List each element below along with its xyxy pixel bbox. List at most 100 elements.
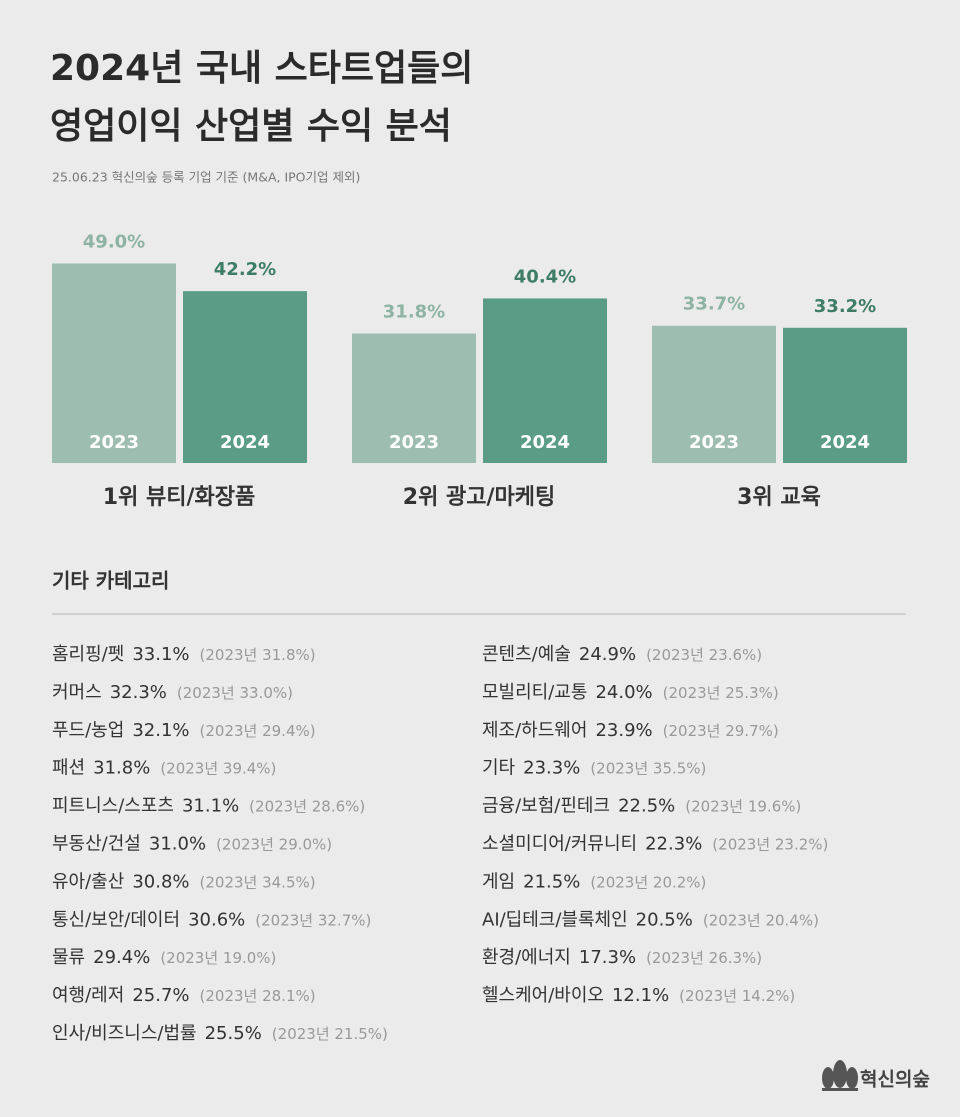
item-value: 29.4% [93, 947, 150, 968]
category-item: 모빌리티/교통 24.0% (2023년 25.3%) [482, 682, 779, 703]
series-label: 2023 [689, 432, 739, 453]
value-label: 40.4% [514, 266, 576, 287]
title-line: 2024년 국내 스타트업들의 [50, 48, 473, 89]
value-label: 33.7% [683, 294, 745, 315]
item-name: 헬스케어/바이오 [482, 985, 604, 1006]
item-name: 금융/보험/핀테크 [482, 796, 610, 817]
item-value: 17.3% [579, 947, 636, 968]
item-name: 유아/출산 [52, 871, 124, 892]
category-item: 환경/에너지 17.3% (2023년 26.3%) [482, 947, 762, 968]
item-name: 푸드/농업 [52, 720, 124, 741]
item-value: 24.0% [595, 682, 652, 703]
bar [183, 291, 307, 463]
item-value: 31.0% [149, 834, 206, 855]
item-value: 31.1% [182, 796, 239, 817]
category-item: 패션 31.8% (2023년 39.4%) [52, 758, 276, 779]
item-previous: (2023년 21.5%) [272, 1025, 388, 1043]
category-item: 부동산/건설 31.0% (2023년 29.0%) [52, 834, 332, 855]
item-name: 피트니스/스포츠 [52, 796, 174, 817]
category-item: 콘텐츠/예술 24.9% (2023년 23.6%) [482, 644, 762, 665]
bar [352, 333, 476, 463]
series-label: 2024 [220, 432, 270, 453]
item-value: 25.5% [205, 1023, 262, 1044]
item-value: 23.3% [523, 758, 580, 779]
logo-icon [822, 1060, 858, 1091]
item-previous: (2023년 28.6%) [249, 797, 365, 815]
item-name: 여행/레저 [52, 985, 124, 1006]
series-label: 2023 [389, 432, 439, 453]
category-item: 제조/하드웨어 23.9% (2023년 29.7%) [482, 720, 779, 741]
category-item: 게임 21.5% (2023년 20.2%) [482, 871, 706, 892]
item-name: 제조/하드웨어 [482, 720, 587, 741]
item-previous: (2023년 20.4%) [703, 911, 819, 929]
series-label: 2024 [520, 432, 570, 453]
value-label: 33.2% [814, 296, 876, 317]
category-item: 기타 23.3% (2023년 35.5%) [482, 758, 706, 779]
item-value: 30.6% [188, 909, 245, 930]
item-name: 모빌리티/교통 [482, 682, 587, 703]
item-name: 게임 [482, 871, 515, 892]
category-item: AI/딥테크/블록체인 20.5% (2023년 20.4%) [482, 909, 819, 930]
item-name: 기타 [482, 758, 516, 779]
item-previous: (2023년 28.1%) [200, 987, 316, 1005]
item-previous: (2023년 19.0%) [160, 949, 276, 967]
bar [52, 263, 176, 463]
category-item: 홈리핑/펫 33.1% (2023년 31.8%) [52, 644, 316, 665]
title-line: 영업이익 산업별 수익 분석 [50, 106, 452, 147]
value-label: 42.2% [214, 259, 276, 280]
item-value: 31.8% [93, 758, 150, 779]
item-previous: (2023년 29.4%) [200, 721, 316, 739]
item-previous: (2023년 23.6%) [646, 646, 762, 664]
item-value: 24.9% [579, 644, 636, 665]
item-value: 23.9% [595, 720, 652, 741]
item-value: 22.5% [618, 796, 675, 817]
bar [483, 298, 607, 463]
item-previous: (2023년 29.7%) [663, 721, 779, 739]
item-name: 부동산/건설 [52, 834, 141, 855]
category-item: 물류 29.4% (2023년 19.0%) [52, 947, 276, 968]
value-label: 31.8% [383, 301, 445, 322]
item-name: 패션 [52, 758, 85, 779]
category-item: 피트니스/스포츠 31.1% (2023년 28.6%) [52, 796, 365, 817]
item-previous: (2023년 19.6%) [685, 797, 801, 815]
category-item: 헬스케어/바이오 12.1% (2023년 14.2%) [482, 985, 795, 1006]
subtitle: 25.06.23 혁신의숲 등록 기업 기준 (M&A, IPO기업 제외) [52, 170, 360, 185]
bar [783, 327, 907, 463]
category-item: 여행/레저 25.7% (2023년 28.1%) [52, 985, 316, 1006]
item-previous: (2023년 34.5%) [200, 873, 316, 891]
item-previous: (2023년 23.2%) [712, 835, 828, 853]
category-label: 1위 뷰티/화장품 [103, 485, 255, 510]
item-previous: (2023년 29.0%) [216, 835, 332, 853]
item-name: 물류 [52, 947, 85, 968]
series-label: 2024 [820, 432, 870, 453]
item-value: 33.1% [132, 644, 189, 665]
category-item: 푸드/농업 32.1% (2023년 29.4%) [52, 720, 316, 741]
bar [652, 325, 776, 463]
item-previous: (2023년 35.5%) [590, 759, 706, 777]
item-previous: (2023년 31.8%) [200, 646, 316, 664]
item-name: AI/딥테크/블록체인 [482, 909, 628, 930]
item-value: 32.1% [132, 720, 189, 741]
value-label: 49.0% [83, 231, 145, 252]
category-label: 3위 교육 [737, 485, 821, 510]
item-previous: (2023년 33.0%) [177, 683, 293, 701]
item-name: 홈리핑/펫 [52, 644, 124, 665]
item-name: 콘텐츠/예술 [482, 644, 571, 665]
item-value: 25.7% [132, 985, 189, 1006]
item-name: 환경/에너지 [482, 947, 571, 968]
item-previous: (2023년 20.2%) [590, 873, 706, 891]
item-value: 21.5% [523, 871, 580, 892]
item-previous: (2023년 26.3%) [646, 949, 762, 967]
item-name: 인사/비즈니스/법률 [52, 1023, 197, 1044]
category-label: 2위 광고/마케팅 [403, 485, 555, 510]
item-previous: (2023년 14.2%) [679, 987, 795, 1005]
category-item: 소셜미디어/커뮤니티 22.3% (2023년 23.2%) [482, 834, 828, 855]
category-item: 통신/보안/데이터 30.6% (2023년 32.7%) [52, 909, 371, 930]
item-name: 소셜미디어/커뮤니티 [482, 834, 637, 855]
item-previous: (2023년 25.3%) [663, 683, 779, 701]
item-previous: (2023년 39.4%) [160, 759, 276, 777]
item-previous: (2023년 32.7%) [255, 911, 371, 929]
logo-text: 혁신의숲 [860, 1069, 930, 1091]
others-heading: 기타 카테고리 [52, 569, 169, 593]
